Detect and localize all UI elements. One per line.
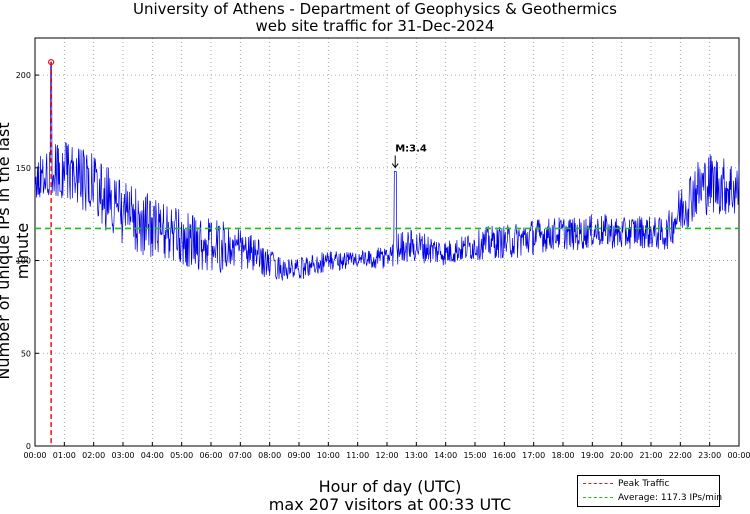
legend-item-peak: Peak Traffic (583, 478, 669, 490)
x-tick-label: 18:00 (551, 451, 574, 460)
x-tick-label: 11:00 (346, 451, 369, 460)
x-tick-label: 12:00 (375, 451, 398, 460)
legend-label-average: Average: 117.3 IPs/min (618, 493, 723, 503)
x-tick-label: 00:00 (23, 451, 46, 460)
x-tick-label: 07:00 (229, 451, 252, 460)
x-tick-label: 20:00 (610, 451, 633, 460)
x-tick-label: 00:00 (727, 451, 750, 460)
y-tick-label: 100 (16, 257, 31, 266)
legend-item-average: Average: 117.3 IPs/min (583, 492, 722, 504)
peak-marker (48, 59, 55, 66)
y-tick-label: 150 (16, 164, 31, 173)
x-tick-label: 01:00 (53, 451, 76, 460)
x-axis-label: Hour of day (UTC) (318, 477, 462, 496)
chart-title: University of Athens - Department of Geo… (133, 0, 617, 18)
x-tick-label: 06:00 (199, 451, 222, 460)
x-tick-label: 09:00 (287, 451, 310, 460)
x-tick-label: 15:00 (463, 451, 486, 460)
x-tick-label: 22:00 (669, 451, 692, 460)
legend-swatch-peak (583, 483, 613, 484)
x-tick-label: 17:00 (522, 451, 545, 460)
annotation-group: M:3.4 (391, 144, 427, 169)
annotation-arrow (391, 155, 399, 169)
x-tick-label: 10:00 (317, 451, 340, 460)
x-tick-label: 13:00 (405, 451, 428, 460)
x-axis: 00:00 01:00 02:00 03:00 04:00 05:00 06:00 07:00… (23, 442, 750, 460)
x-tick-label: 05:00 (170, 451, 193, 460)
x-tick-label: 04:00 (141, 451, 164, 460)
chart-subtitle: web site traffic for 31-Dec-2024 (255, 17, 495, 35)
x-tick-label: 08:00 (258, 451, 281, 460)
y-tick-label: 200 (16, 71, 31, 80)
x-tick-label: 02:00 (82, 451, 105, 460)
x-tick-label: 19:00 (581, 451, 604, 460)
traffic-series-line (34, 61, 740, 281)
x-tick-label: 23:00 (698, 451, 721, 460)
legend-swatch-average (583, 497, 613, 498)
legend: Peak Traffic Average: 117.3 IPs/min (577, 475, 722, 507)
y-tick-label: 50 (21, 349, 31, 358)
x-tick-label: 03:00 (111, 451, 134, 460)
x-tick-label: 21:00 (639, 451, 662, 460)
legend-label-peak: Peak Traffic (618, 479, 670, 489)
y-axis-label: Number of unique IPs in the last minute (0, 122, 32, 380)
peak-caption: max 207 visitors at 00:33 UTC (268, 495, 512, 514)
annotation-label: M:3.4 (395, 144, 427, 155)
x-tick-label: 14:00 (434, 451, 457, 460)
y-tick-label: 0 (26, 442, 31, 451)
x-tick-label: 16:00 (493, 451, 516, 460)
